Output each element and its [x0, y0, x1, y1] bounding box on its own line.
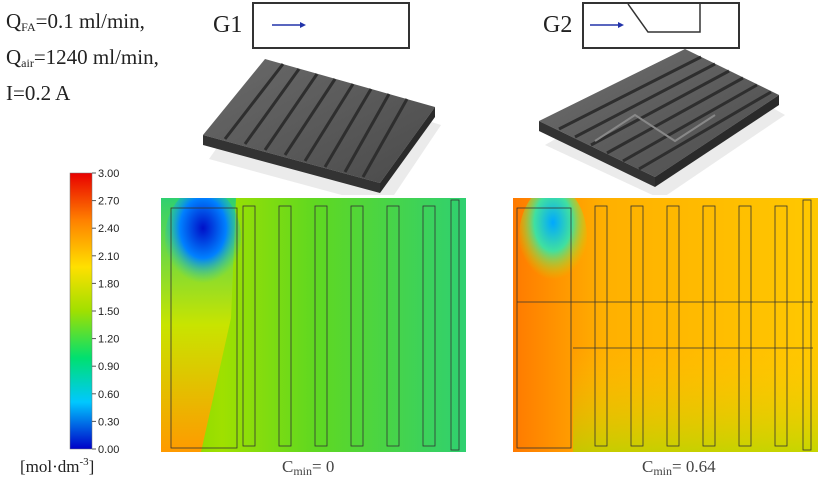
colorbar-tick-label: 2.70: [98, 196, 119, 208]
partition-outline: [627, 3, 701, 33]
flow-arrow-icon: [618, 22, 624, 28]
g1-label: G1: [213, 12, 243, 38]
g2-channel-ridges: [558, 55, 772, 171]
current-value: I=0.2 A: [6, 81, 71, 105]
operating-conditions: QFA=0.1 ml/min, Qair=1240 ml/min, I=0.2 …: [6, 6, 159, 108]
g2-lower-region: [573, 348, 818, 452]
g2-flow-schematic: [582, 2, 740, 49]
g2-channel-outlines: [516, 199, 813, 451]
g1-concentration-map: [161, 198, 466, 452]
g2-cmin-label: Cmin= 0.64: [642, 457, 716, 478]
g2-plate-top: [539, 49, 779, 177]
colorbar-tick-label: 0.00: [98, 444, 119, 455]
flow-arrow-icon: [300, 22, 306, 28]
g2-diagonal-partition: [594, 113, 716, 143]
colorbar-ticks: 3.00 2.70 2.40 2.10 1.80 1.50 1.20 0.90 0.60 0.30…: [92, 168, 119, 455]
g2-plate-front: [539, 121, 655, 187]
colorbar-tick-label: 1.20: [98, 334, 119, 346]
g2-label: G2: [543, 12, 573, 38]
colorbar-tick-label: 1.80: [98, 278, 119, 290]
g1-channel-outlines: [170, 199, 460, 451]
g2-concentration-map: [513, 198, 818, 452]
colorbar-tick-label: 2.40: [98, 223, 119, 235]
g2-plate-side: [655, 95, 779, 187]
g1-depletion-zone: [165, 198, 241, 288]
g1-flow-schematic: [252, 2, 410, 49]
g1-3d-flow-field: [203, 59, 441, 195]
g2-schematic-svg: [590, 3, 701, 33]
colorbar-tick-label: 0.60: [98, 389, 119, 401]
colorbar-tick-label: 0.90: [98, 361, 119, 373]
colorbar-tick-label: 3.00: [98, 168, 119, 180]
colorbar-unit: [mol·dm-3]: [20, 456, 95, 476]
colorbar-gradient: [69, 172, 93, 450]
colorbar-tick-label: 1.50: [98, 306, 119, 318]
g1-schematic-svg: [272, 22, 306, 28]
colorbar-tick-label: 0.30: [98, 416, 119, 428]
g2-3d-flow-field: [539, 49, 785, 195]
colorbar-tick-label: 2.10: [98, 251, 119, 263]
fa-flow-rate: QFA=0.1 ml/min,: [6, 9, 145, 34]
g1-plate-side: [380, 107, 435, 193]
air-flow-rate: Qair=1240 ml/min,: [6, 45, 159, 70]
g1-plate-front: [203, 135, 380, 193]
g1-channel-ridges: [223, 63, 409, 178]
g1-cmin-label: Cmin= 0: [282, 457, 335, 478]
g2-depletion-zone: [519, 198, 587, 290]
colorbar: 3.00 2.70 2.40 2.10 1.80 1.50 1.20 0.90 0.60 0.30…: [69, 168, 119, 455]
